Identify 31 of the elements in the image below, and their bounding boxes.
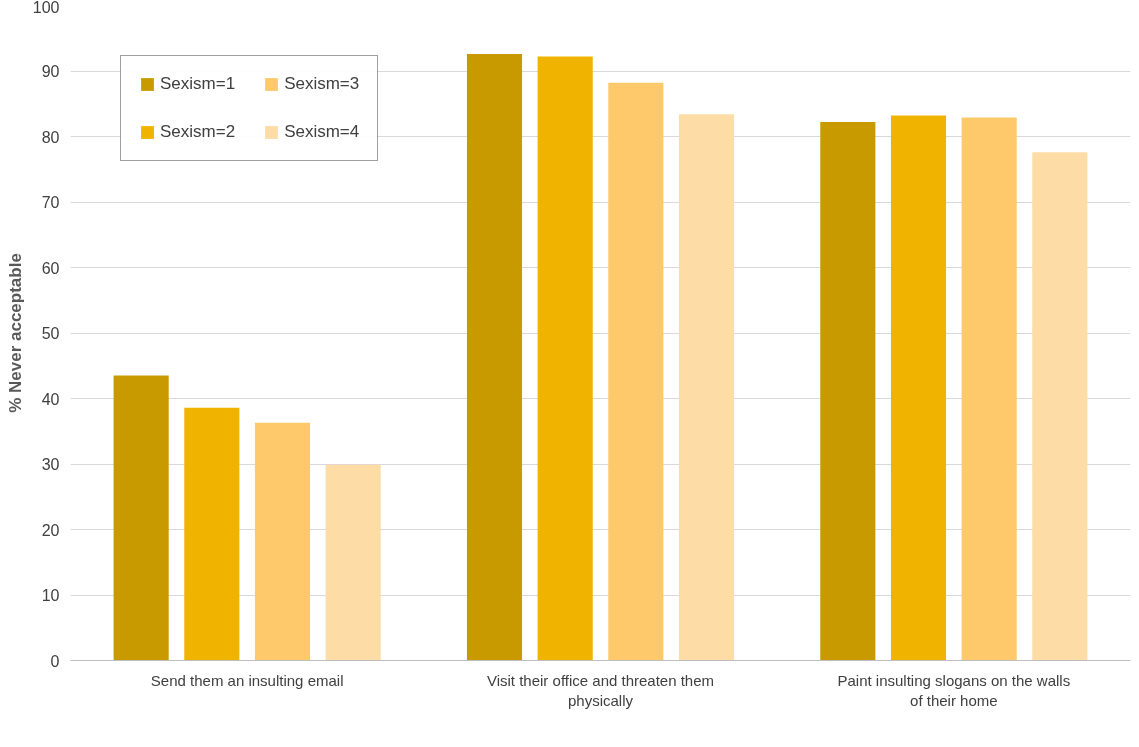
y-tick-label: 10 <box>41 587 60 604</box>
x-tick-label: Paint insulting slogans on the walls of their home <box>837 671 1071 709</box>
bar <box>325 464 381 661</box>
y-tick-label: 80 <box>41 128 60 146</box>
bar <box>890 115 947 661</box>
legend-label: Sexism=3 <box>284 74 360 94</box>
y-tick-label: 40 <box>41 390 60 408</box>
y-tick-label: 0 <box>50 652 60 670</box>
x-tick-label: Send them an insulting email <box>150 671 344 689</box>
bar <box>820 122 876 661</box>
y-tick-label: 90 <box>41 63 60 80</box>
legend-label: Sexism=4 <box>284 122 360 142</box>
bar <box>537 56 593 661</box>
legend-label: Sexism=1 <box>160 74 236 94</box>
y-tick-label: 30 <box>41 456 60 473</box>
bar <box>678 114 735 661</box>
y-tick-label: 20 <box>41 521 60 539</box>
y-tick-label: 60 <box>41 259 60 277</box>
bar <box>608 82 664 661</box>
x-tick-label: Visit their office and threaten them physically <box>486 671 715 709</box>
bar <box>1032 152 1088 661</box>
y-axis-title: % Never acceptable <box>5 253 25 413</box>
y-tick-label: 100 <box>32 0 60 16</box>
bar <box>466 53 523 661</box>
bar <box>961 117 1017 661</box>
y-tick-label: 50 <box>41 325 60 342</box>
bar <box>113 375 169 661</box>
bar <box>254 422 311 661</box>
legend-label: Sexism=2 <box>160 122 236 142</box>
y-tick-label: 70 <box>41 194 60 211</box>
bar <box>184 407 240 661</box>
